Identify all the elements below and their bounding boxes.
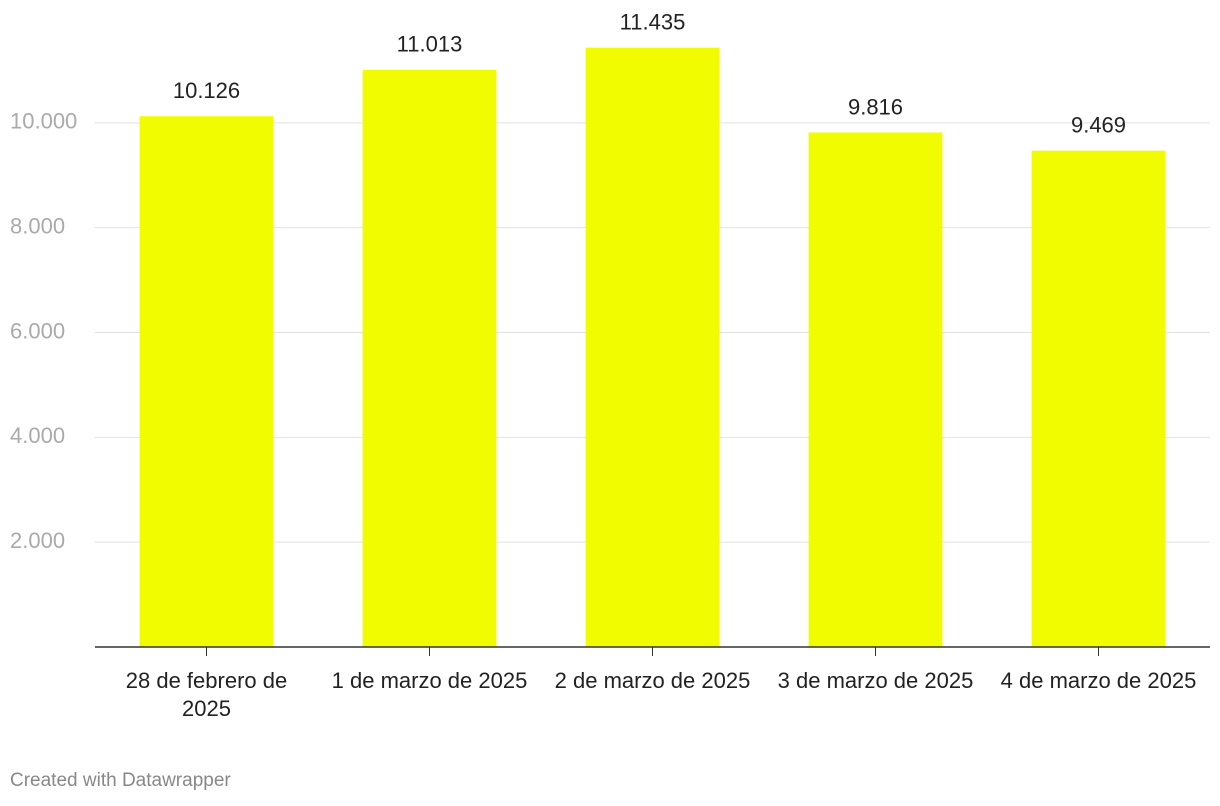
- bar: [139, 116, 274, 648]
- y-tick-label: 2.000: [10, 528, 65, 553]
- y-tick-label: 6.000: [10, 318, 65, 343]
- value-label: 9.469: [1071, 112, 1126, 137]
- value-label: 11.435: [620, 9, 686, 34]
- bar: [585, 47, 720, 647]
- value-label: 9.816: [848, 94, 903, 119]
- bar: [808, 132, 943, 647]
- x-tick-label: 28 de febrero de 2025: [125, 668, 288, 721]
- x-tick-label: 2 de marzo de 2025: [554, 668, 751, 693]
- x-tick-label: 4 de marzo de 2025: [1000, 668, 1197, 693]
- value-label: 11.013: [397, 32, 463, 57]
- credit: Created with Datawrapper: [10, 770, 231, 791]
- y-tick-label: 4.000: [10, 423, 65, 448]
- x-tick-label: 3 de marzo de 2025: [777, 668, 974, 693]
- bar: [362, 69, 497, 648]
- y-tick-label: 8.000: [10, 213, 65, 238]
- value-label: 10.126: [173, 78, 240, 103]
- y-tick-label: 10.000: [10, 109, 77, 134]
- bar: [1031, 150, 1166, 648]
- x-tick-label: 1 de marzo de 2025: [331, 668, 528, 693]
